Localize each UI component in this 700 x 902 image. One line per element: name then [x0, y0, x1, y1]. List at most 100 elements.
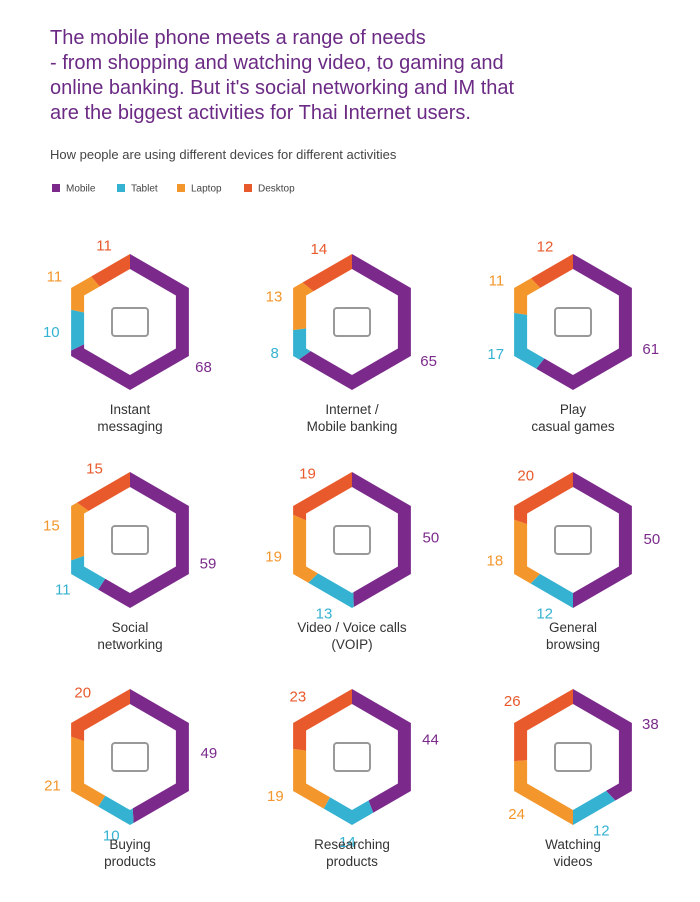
value-label: 8	[270, 345, 278, 362]
segment	[98, 795, 134, 825]
category-label: General browsing	[545, 620, 601, 652]
segment	[573, 790, 616, 825]
value-label: 24	[508, 806, 525, 823]
segment	[293, 328, 311, 360]
value-label: 44	[422, 732, 439, 749]
segment	[293, 472, 352, 521]
segment	[71, 309, 85, 351]
segment	[573, 472, 632, 608]
icon	[333, 525, 371, 555]
segment	[308, 573, 354, 608]
value-label: 14	[311, 241, 328, 258]
segment	[71, 254, 189, 390]
value-label: 19	[299, 466, 316, 483]
segment	[323, 797, 374, 825]
legend-label: Laptop	[191, 184, 222, 195]
value-label: 20	[517, 467, 534, 484]
value-label: 21	[44, 778, 61, 795]
segment	[352, 689, 411, 813]
segment	[293, 689, 352, 751]
subtitle: How people are using different devices f…	[50, 147, 397, 162]
segment	[536, 254, 632, 390]
value-label: 10	[103, 827, 120, 844]
legend-swatch	[244, 184, 252, 192]
category-label: Researching products	[314, 837, 390, 869]
category-label: Play casual games	[531, 402, 615, 434]
value-label: 11	[47, 268, 63, 285]
value-label: 13	[316, 606, 333, 623]
segment	[98, 472, 189, 608]
value-label: 17	[487, 346, 504, 363]
value-label: 49	[201, 745, 218, 762]
category-label: Video / Voice calls (VOIP)	[297, 620, 407, 652]
segment	[514, 519, 540, 584]
category-label: Instant messaging	[97, 402, 163, 434]
value-label: 11	[96, 237, 112, 254]
value-label: 19	[265, 548, 282, 565]
value-label: 50	[423, 530, 440, 547]
segment	[71, 276, 100, 313]
category-label: Internet / Mobile banking	[306, 402, 398, 434]
category-label: Social networking	[97, 620, 163, 652]
category-label: Buying products	[104, 837, 156, 869]
value-label: 26	[504, 693, 521, 710]
value-label: 38	[642, 716, 659, 733]
icon	[554, 525, 592, 555]
value-label: 19	[267, 788, 284, 805]
value-label: 11	[55, 581, 71, 598]
segment	[514, 760, 573, 825]
segment	[298, 254, 411, 390]
value-label: 61	[642, 341, 659, 358]
segment	[293, 748, 330, 809]
segment	[530, 573, 573, 608]
legend-swatch	[117, 184, 125, 192]
value-label: 11	[489, 272, 505, 289]
segment	[71, 689, 130, 742]
value-label: 12	[593, 822, 610, 839]
value-label: 18	[486, 553, 503, 570]
value-label: 23	[290, 689, 307, 706]
segment	[531, 254, 573, 288]
segment	[514, 472, 573, 525]
category-label: Watching videos	[545, 837, 601, 869]
value-label: 50	[644, 531, 661, 548]
legend-swatch	[52, 184, 60, 192]
segment	[302, 254, 352, 292]
value-label: 68	[195, 359, 212, 376]
legend-label: Tablet	[131, 184, 158, 195]
value-label: 20	[74, 684, 91, 701]
segment	[71, 555, 106, 590]
value-label: 12	[536, 605, 553, 622]
legend-swatch	[177, 184, 185, 192]
segment	[71, 736, 106, 807]
value-label: 59	[200, 555, 217, 572]
segment	[71, 502, 89, 561]
segment	[514, 312, 545, 369]
value-label: 15	[43, 517, 60, 534]
segment	[514, 689, 573, 762]
segment	[91, 254, 130, 287]
value-label: 13	[266, 289, 283, 306]
segment	[293, 514, 318, 583]
icon	[333, 307, 371, 337]
segment	[514, 278, 541, 315]
value-label: 14	[339, 834, 356, 851]
segment	[293, 282, 314, 331]
title: The mobile phone meets a range of needs …	[50, 27, 515, 124]
segment	[130, 689, 189, 823]
value-label: 65	[420, 353, 437, 370]
segment	[352, 472, 411, 607]
icon	[554, 307, 592, 337]
icon	[111, 525, 149, 555]
segment	[76, 472, 130, 511]
icon	[111, 307, 149, 337]
icon	[111, 742, 149, 772]
segment	[573, 689, 632, 801]
icon	[333, 742, 371, 772]
icon	[554, 742, 592, 772]
value-label: 10	[43, 324, 60, 341]
value-label: 15	[86, 460, 103, 477]
legend-label: Mobile	[66, 184, 96, 195]
